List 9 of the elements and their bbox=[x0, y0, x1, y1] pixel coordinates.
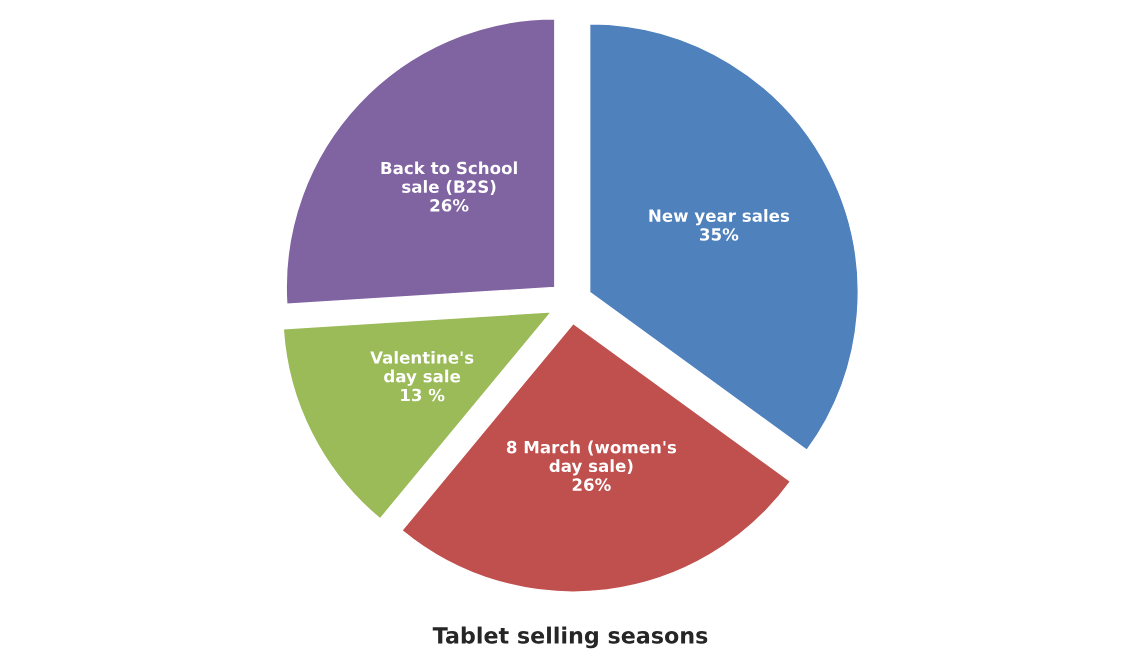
text: Tablet selling seasons bbox=[432, 626, 708, 649]
slice-label: Back to School sale (B2S) bbox=[381, 161, 517, 195]
data-label: 26% bbox=[572, 478, 611, 491]
data-label: 13 % bbox=[401, 388, 445, 402]
data-label: 35% bbox=[700, 228, 739, 241]
slice-label: Valentine's day sale bbox=[370, 350, 474, 386]
slice-label: New year sales bbox=[649, 209, 790, 226]
data-label: 26% bbox=[430, 199, 469, 212]
slice-label: 8 March (women's day sale) bbox=[506, 440, 677, 476]
